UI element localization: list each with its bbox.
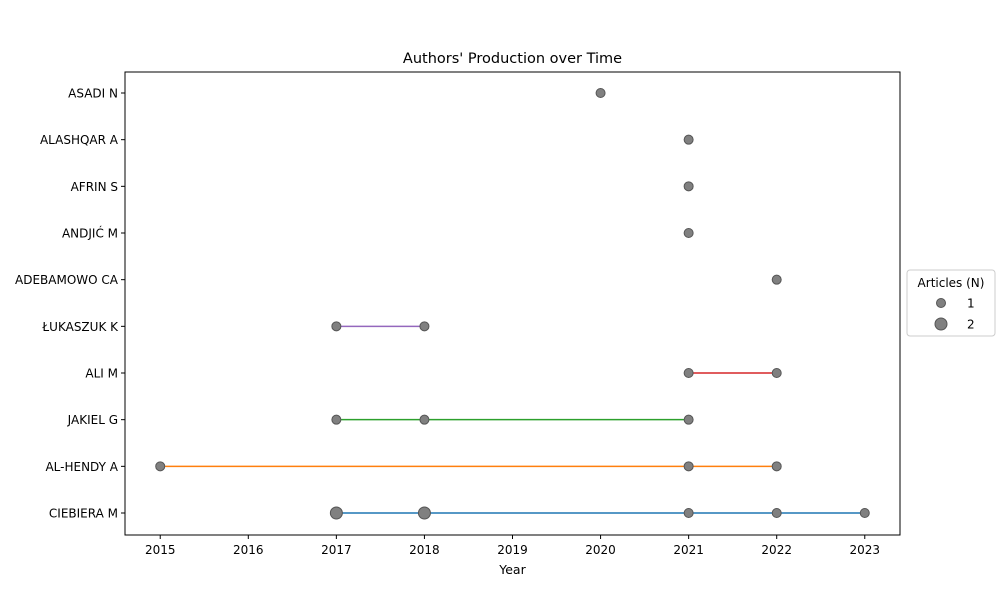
y-tick-label-adebamowo-ca: ADEBAMOWO CA [15,273,119,287]
y-tick-label-alashqar-a: ALASHQAR A [40,133,119,147]
plot-area [155,88,870,520]
legend: Articles (N) 1 2 [906,269,996,337]
legend-label-1: 1 [967,297,975,311]
x-tick-label: 2020 [585,543,616,557]
data-point-ciebiera-m-2022 [771,508,782,518]
x-tick-label: 2021 [673,543,704,557]
x-tick-label: 2022 [761,543,792,557]
y-tick-label-ciebiera-m: CIEBIERA M [49,507,118,521]
data-point-jakiel-g-2017 [331,414,342,425]
data-point-asadi-n-2020 [595,88,606,98]
y-tick-label-afrin-s: AFRIN S [71,180,118,194]
data-point-alashqar-a-2021 [683,134,694,145]
y-tick-label-al-hendy-a: AL-HENDY A [45,460,118,474]
legend-frame [906,269,996,337]
chart-title: Authors' Production over Time [403,51,622,67]
x-tick-label: 2018 [409,543,440,557]
data-point-jakiel-g-2018 [419,414,430,425]
data-point-ciebiera-m-2017 [329,506,343,520]
x-tick-label: 2016 [233,543,264,557]
x-tick-label: 2023 [849,543,880,557]
data-point-ciebiera-m-2023 [859,508,870,518]
data-point-ali-m-2022 [771,368,782,378]
y-tick-label-asadi-n: ASADI N [68,87,118,101]
data-point-al-hendy-a-2015 [155,461,166,472]
data-point-andjic-m-2021 [683,228,694,238]
data-point-ukaszuk-k-2017 [331,321,342,332]
data-point-jakiel-g-2021 [683,414,694,425]
legend-marker-1 [936,298,946,308]
x-tick-label: 2017 [321,543,352,557]
data-point-ciebiera-m-2018 [417,506,431,520]
y-tick-label-jakiel-g: JAKIEL G [67,413,118,427]
plot-frame [124,71,901,536]
data-point-afrin-s-2021 [683,181,694,192]
data-point-ukaszuk-k-2018 [419,321,430,332]
legend-label-2: 2 [967,318,975,332]
data-point-adebamowo-ca-2022 [771,274,782,285]
data-point-al-hendy-a-2022 [771,461,782,472]
x-axis: 2015 2016 2017 2018 2019 2020 2021 2022 2023 [145,535,880,557]
data-point-al-hendy-a-2021 [683,461,694,472]
data-point-ali-m-2021 [683,368,694,378]
x-tick-label: 2015 [145,543,176,557]
y-tick-label-ukaszuk-k: ŁUKASZUK K [41,320,119,334]
x-axis-label: Year [498,562,526,577]
y-tick-label-ali-m: ALI M [85,367,118,381]
y-axis: CIEBIERA M AL-HENDY A JAKIEL G ALI M ŁUKASZU… [15,87,125,521]
x-tick-label: 2019 [497,543,528,557]
legend-title: Articles (N) [918,276,985,290]
y-tick-label-andjic-m: ANDJIĆ M [62,226,118,241]
legend-marker-2 [934,317,948,331]
data-point-ciebiera-m-2021 [683,508,694,518]
